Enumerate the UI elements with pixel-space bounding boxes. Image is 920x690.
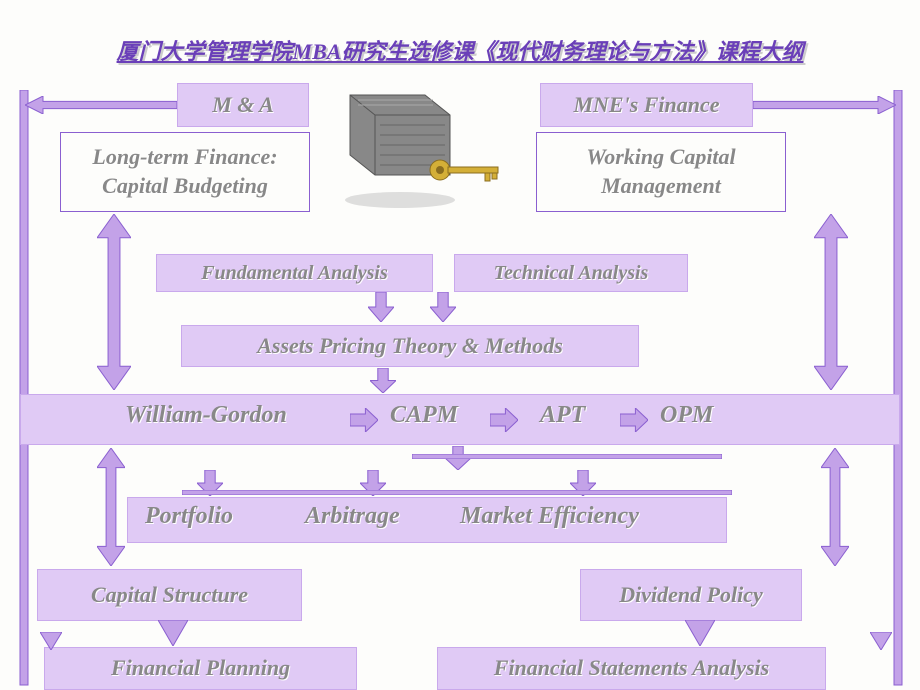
box-ma: M & A bbox=[177, 83, 309, 127]
tri-2 bbox=[40, 632, 62, 650]
down-arrow-0 bbox=[368, 292, 394, 322]
dbl-arrow-dv-left-top bbox=[97, 214, 131, 390]
top-arrow-0 bbox=[25, 96, 177, 114]
dbl-arrow-dv-right-bot bbox=[821, 448, 849, 566]
pam-1: Arbitrage bbox=[305, 503, 400, 530]
model-0: William-Gordon bbox=[125, 402, 287, 429]
tri-0 bbox=[158, 620, 188, 646]
lock-icon bbox=[320, 75, 510, 210]
down-arrow-1 bbox=[430, 292, 456, 322]
bar-0 bbox=[412, 454, 722, 459]
right-arrow-2 bbox=[620, 408, 648, 432]
box-tech: Technical Analysis bbox=[454, 254, 688, 292]
tri-1 bbox=[685, 620, 715, 646]
box-cs: Capital Structure bbox=[37, 569, 302, 621]
tri-3 bbox=[870, 632, 892, 650]
box-fund: Fundamental Analysis bbox=[156, 254, 433, 292]
model-3: OPM bbox=[660, 402, 713, 429]
page-title: 厦门大学管理学院MBA研究生选修课《现代财务理论与方法》课程大纲 bbox=[0, 34, 920, 66]
dbl-arrow-dv-right-top bbox=[814, 214, 848, 390]
right-arrow-0 bbox=[350, 408, 378, 432]
frame-right bbox=[890, 90, 920, 690]
model-1: CAPM bbox=[390, 402, 458, 429]
bar-1 bbox=[182, 490, 732, 495]
pam-0: Portfolio bbox=[145, 503, 233, 530]
box-wcm: Working Capital Management bbox=[536, 132, 786, 212]
box-fsa: Financial Statements Analysis bbox=[437, 647, 826, 690]
right-arrow-1 bbox=[490, 408, 518, 432]
model-2: APT bbox=[540, 402, 585, 429]
box-dp: Dividend Policy bbox=[580, 569, 802, 621]
dbl-arrow-dv-left-bot bbox=[97, 448, 125, 566]
box-ltf: Long-term Finance: Capital Budgeting bbox=[60, 132, 310, 212]
down-arrow-2 bbox=[370, 368, 396, 393]
top-arrow-1 bbox=[753, 96, 896, 114]
box-mne: MNE's Finance bbox=[540, 83, 753, 127]
box-apt-box: Assets Pricing Theory & Methods bbox=[181, 325, 639, 367]
box-fp: Financial Planning bbox=[44, 647, 357, 690]
pam-2: Market Efficiency bbox=[460, 503, 639, 530]
